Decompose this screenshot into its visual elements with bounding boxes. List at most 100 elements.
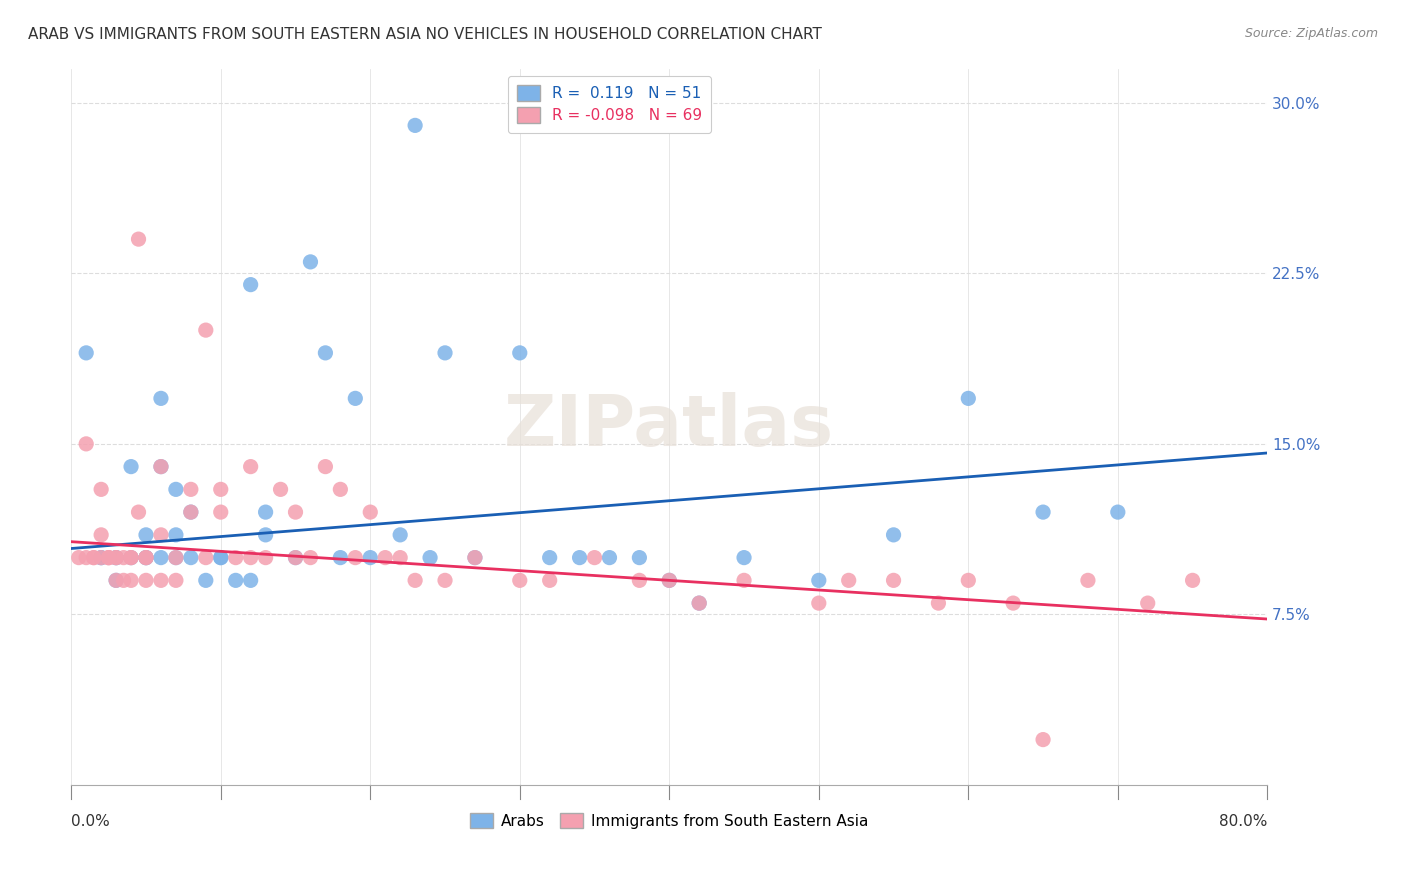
Point <box>434 346 457 360</box>
Point <box>194 574 217 588</box>
Point <box>135 550 157 565</box>
Point <box>165 528 187 542</box>
Point <box>239 574 262 588</box>
Point <box>404 574 426 588</box>
Point <box>628 550 651 565</box>
Point <box>1032 505 1054 519</box>
Point <box>658 574 681 588</box>
Point <box>509 574 531 588</box>
Point <box>568 550 591 565</box>
Point <box>254 550 277 565</box>
Point <box>97 550 120 565</box>
Point <box>120 550 142 565</box>
Point <box>165 483 187 497</box>
Point <box>97 550 120 565</box>
Point <box>194 550 217 565</box>
Point <box>90 528 112 542</box>
Point <box>239 277 262 292</box>
Point <box>464 550 486 565</box>
Point <box>344 392 367 406</box>
Point <box>105 550 128 565</box>
Point <box>180 505 202 519</box>
Point <box>538 574 561 588</box>
Point <box>329 483 352 497</box>
Point <box>404 119 426 133</box>
Point <box>838 574 860 588</box>
Point <box>149 459 172 474</box>
Point <box>464 550 486 565</box>
Point <box>75 437 97 451</box>
Point <box>105 574 128 588</box>
Point <box>149 392 172 406</box>
Point <box>209 483 232 497</box>
Point <box>90 550 112 565</box>
Point <box>628 574 651 588</box>
Point <box>1032 732 1054 747</box>
Point <box>75 346 97 360</box>
Point <box>135 550 157 565</box>
Point <box>270 483 292 497</box>
Point <box>299 255 322 269</box>
Point <box>149 459 172 474</box>
Point <box>1181 574 1204 588</box>
Legend: Arabs, Immigrants from South Eastern Asia: Arabs, Immigrants from South Eastern Asi… <box>464 806 875 835</box>
Point <box>733 550 755 565</box>
Point <box>135 550 157 565</box>
Point <box>509 346 531 360</box>
Point <box>733 574 755 588</box>
Point <box>807 596 830 610</box>
Point <box>957 574 980 588</box>
Point <box>149 550 172 565</box>
Text: ZIPatlas: ZIPatlas <box>505 392 834 461</box>
Point <box>254 528 277 542</box>
Point <box>598 550 620 565</box>
Point <box>314 459 336 474</box>
Point <box>128 232 150 246</box>
Point <box>957 392 980 406</box>
Point <box>120 574 142 588</box>
Point <box>120 550 142 565</box>
Point <box>299 550 322 565</box>
Point <box>209 550 232 565</box>
Point <box>105 550 128 565</box>
Point <box>1136 596 1159 610</box>
Point <box>239 550 262 565</box>
Point <box>105 574 128 588</box>
Point <box>128 505 150 519</box>
Point <box>225 574 247 588</box>
Point <box>135 550 157 565</box>
Point <box>97 550 120 565</box>
Point <box>180 505 202 519</box>
Point <box>135 528 157 542</box>
Point <box>688 596 710 610</box>
Point <box>67 550 90 565</box>
Point <box>112 550 135 565</box>
Point <box>419 550 441 565</box>
Point <box>165 550 187 565</box>
Point <box>165 550 187 565</box>
Point <box>284 505 307 519</box>
Point <box>583 550 606 565</box>
Point <box>209 550 232 565</box>
Point <box>225 550 247 565</box>
Point <box>120 550 142 565</box>
Point <box>434 574 457 588</box>
Point <box>359 550 381 565</box>
Point <box>105 550 128 565</box>
Point <box>180 483 202 497</box>
Text: Source: ZipAtlas.com: Source: ZipAtlas.com <box>1244 27 1378 40</box>
Point <box>314 346 336 360</box>
Text: ARAB VS IMMIGRANTS FROM SOUTH EASTERN ASIA NO VEHICLES IN HOUSEHOLD CORRELATION : ARAB VS IMMIGRANTS FROM SOUTH EASTERN AS… <box>28 27 823 42</box>
Point <box>112 574 135 588</box>
Point <box>254 505 277 519</box>
Point <box>359 505 381 519</box>
Point <box>209 505 232 519</box>
Point <box>389 528 412 542</box>
Point <box>329 550 352 565</box>
Point <box>284 550 307 565</box>
Point <box>883 574 905 588</box>
Point <box>105 550 128 565</box>
Point <box>149 574 172 588</box>
Point <box>927 596 949 610</box>
Point <box>538 550 561 565</box>
